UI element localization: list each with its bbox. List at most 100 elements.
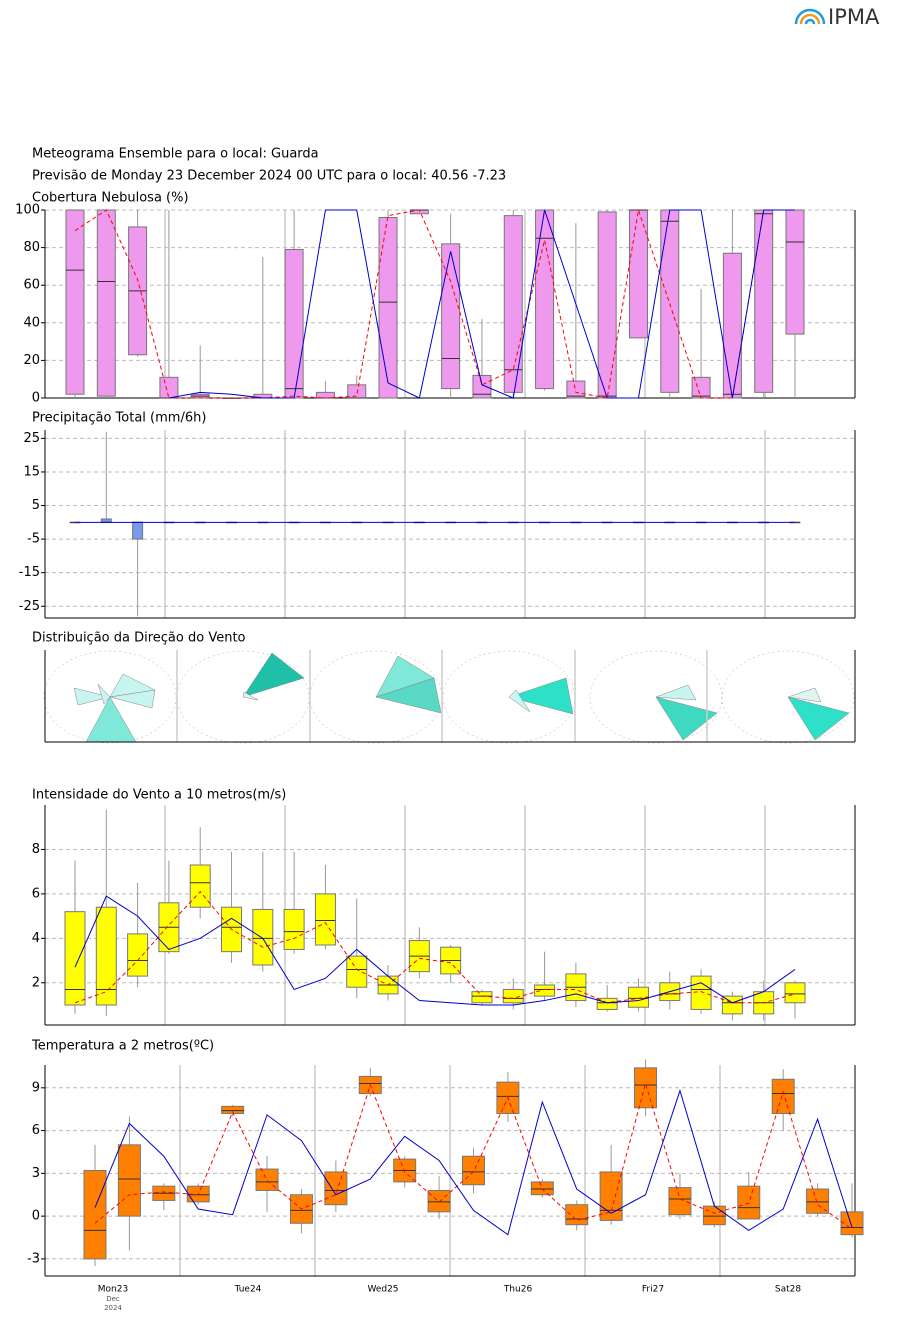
panel-title: Intensidade do Vento a 10 metros(m/s)	[32, 788, 286, 803]
y-tick-label: 100	[15, 203, 40, 218]
rose-petal	[508, 677, 574, 715]
box	[127, 933, 149, 977]
y-tick-label: -5	[27, 532, 40, 547]
box	[471, 991, 493, 1004]
box	[472, 374, 492, 399]
logo-arc	[799, 13, 821, 25]
x-tick-label: Thu26	[503, 1285, 533, 1295]
box	[754, 209, 774, 393]
x-tick-label: Sat28	[775, 1285, 801, 1295]
rose-petal	[109, 689, 156, 709]
wind-roses	[43, 650, 855, 744]
panel-title: Distribuição da Direção do Vento	[32, 631, 246, 646]
box	[159, 376, 179, 399]
box	[96, 209, 116, 397]
subtitle: Previsão de Monday 23 December 2024 00 U…	[32, 169, 506, 184]
rose-ring	[43, 650, 177, 744]
y-tick-label: 0	[32, 1209, 40, 1224]
y-tick-label: 4	[32, 931, 40, 946]
rose-petal	[73, 687, 111, 706]
box	[283, 908, 305, 950]
x-month-label: Dec	[106, 1295, 120, 1303]
rose-petal	[655, 696, 718, 741]
x-tick-label: Fri27	[642, 1285, 664, 1295]
box	[427, 1189, 451, 1213]
y-tick-label: 80	[23, 240, 40, 255]
box	[785, 209, 805, 335]
rose-petal	[97, 683, 111, 705]
box	[784, 982, 806, 1004]
control-line	[168, 209, 795, 399]
y-tick-label: 2	[32, 975, 40, 990]
y-tick-label: 40	[23, 315, 40, 330]
box	[596, 997, 618, 1010]
box	[252, 908, 274, 966]
box	[702, 1205, 726, 1226]
rose-ring	[721, 650, 855, 744]
box	[840, 1211, 864, 1236]
y-tick-label: 25	[23, 431, 40, 446]
box	[462, 1155, 485, 1186]
box	[132, 521, 144, 540]
box	[117, 1144, 141, 1217]
y-tick-label: 3	[32, 1166, 40, 1181]
box	[378, 217, 398, 399]
y-tick-label: 9	[32, 1080, 40, 1095]
box	[566, 380, 586, 399]
logo-text: IPMA	[828, 5, 880, 29]
logo: IPMA	[794, 5, 880, 29]
title: Meteograma Ensemble para o local: Guarda	[32, 147, 319, 162]
rose-petal	[242, 691, 259, 701]
y-tick-label: 20	[23, 353, 40, 368]
box	[324, 1171, 348, 1206]
box	[668, 1187, 692, 1216]
y-tick-label: -25	[19, 599, 40, 614]
control-line	[74, 895, 796, 1006]
box	[771, 1078, 795, 1114]
box	[503, 215, 523, 393]
x-tick-label: Tue24	[234, 1285, 262, 1295]
rose-petal	[787, 687, 822, 703]
box	[597, 211, 617, 399]
x-year-label: 2024	[104, 1304, 122, 1312]
y-tick-label: 0	[32, 391, 40, 406]
box	[806, 1188, 830, 1214]
box	[284, 248, 304, 399]
rose-petal	[85, 696, 137, 743]
box	[660, 209, 680, 393]
box	[535, 209, 555, 390]
box	[722, 252, 742, 399]
y-tick-label: -15	[19, 565, 40, 580]
x-tick-label: Mon23	[98, 1285, 128, 1295]
box	[314, 893, 336, 946]
box	[502, 988, 524, 1004]
box	[534, 984, 556, 997]
rose-petal	[375, 677, 442, 714]
logo-arc	[804, 18, 816, 25]
box	[64, 911, 86, 1006]
y-tick-label: 15	[23, 464, 40, 479]
box	[95, 906, 117, 1006]
rose-ring	[589, 650, 723, 744]
rose-ring	[176, 650, 310, 744]
rose-petal	[787, 696, 850, 741]
control-line	[94, 1088, 853, 1236]
box	[634, 1067, 658, 1109]
x-tick-label: Wed25	[367, 1285, 398, 1295]
rose-petal	[508, 689, 531, 713]
box	[346, 955, 368, 988]
mean-line	[74, 890, 796, 1004]
y-tick-label: 60	[23, 278, 40, 293]
y-tick-label: 6	[32, 1123, 40, 1138]
box	[221, 1105, 245, 1114]
y-tick-label: 5	[32, 498, 40, 513]
mean-line	[94, 1081, 853, 1230]
box	[83, 1170, 107, 1260]
box	[441, 243, 461, 390]
box	[690, 975, 712, 1010]
y-tick-label: 8	[32, 842, 40, 857]
panel-title: Temperatura a 2 metros(ºC)	[31, 1039, 214, 1054]
panel-title: Precipitação Total (mm/6h)	[32, 411, 206, 426]
logo-arc	[794, 8, 826, 25]
